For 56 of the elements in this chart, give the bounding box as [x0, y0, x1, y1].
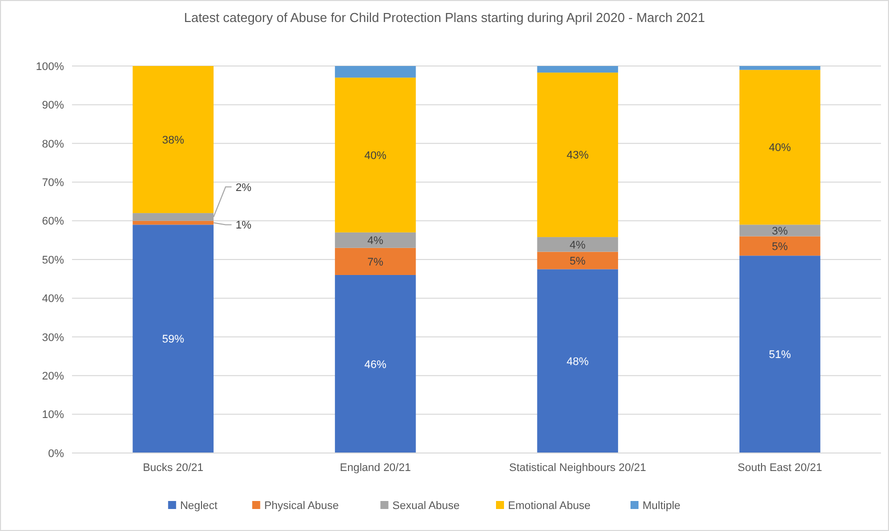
x-tick-label: Bucks 20/21	[142, 462, 204, 474]
bar	[537, 237, 618, 252]
bar	[334, 66, 416, 78]
bar	[739, 70, 820, 225]
legend-label: Neglect	[180, 500, 218, 512]
bar	[334, 232, 416, 248]
data-label: 2%	[236, 182, 252, 194]
y-tick-label: 80%	[42, 138, 64, 150]
bar	[132, 213, 214, 221]
legend-label: Sexual Abuse	[392, 500, 460, 512]
data-label: 4%	[367, 235, 384, 247]
y-tick-label: 40%	[42, 293, 64, 306]
data-label: 43%	[566, 150, 589, 162]
x-tick-label: England 20/21	[340, 462, 411, 474]
legend-label: Emotional Abuse	[508, 500, 591, 512]
bar	[739, 66, 820, 70]
bar	[334, 274, 416, 453]
y-tick-label: 0%	[48, 448, 64, 460]
bar	[739, 256, 820, 453]
y-tick-label: 70%	[42, 176, 64, 189]
data-label: 5%	[772, 240, 788, 253]
chart-title: Latest category of Abuse for Child Protection Plans starting during April 2020 - March 2021	[184, 10, 706, 25]
x-tick-label: Statistical Neighbours 20/21	[509, 462, 646, 474]
y-tick-label: 90%	[42, 100, 64, 112]
data-label: 4%	[570, 239, 586, 252]
y-tick-label: 20%	[42, 370, 64, 382]
bar	[537, 269, 618, 453]
data-label: 3%	[772, 225, 788, 238]
bar	[739, 236, 820, 256]
bar	[334, 78, 416, 232]
bar	[132, 66, 214, 214]
bar	[334, 248, 416, 275]
data-label: 7%	[367, 256, 384, 268]
data-label: 38%	[162, 134, 184, 146]
y-tick-label: 50%	[42, 254, 64, 266]
y-tick-label: 30%	[42, 332, 64, 344]
data-label: 48%	[566, 356, 589, 368]
y-tick-label: 10%	[42, 409, 64, 422]
bar	[537, 66, 618, 73]
data-label: 40%	[768, 142, 792, 154]
y-tick-label: 60%	[42, 216, 64, 228]
bar	[132, 220, 214, 225]
bar	[537, 72, 618, 238]
bar	[132, 224, 214, 453]
data-label: 5%	[570, 255, 586, 268]
y-tick-label: 100%	[36, 60, 64, 73]
data-label: 59%	[162, 334, 184, 346]
legend-label: Physical Abuse	[264, 500, 339, 512]
legend-label: Multiple	[642, 500, 680, 512]
bar	[537, 252, 618, 270]
x-tick-label: South East 20/21	[738, 462, 822, 474]
data-label: 46%	[364, 358, 387, 371]
data-label: 1%	[236, 220, 252, 232]
data-label: 51%	[768, 349, 792, 362]
data-label: 40%	[364, 150, 387, 162]
bar	[739, 224, 820, 236]
